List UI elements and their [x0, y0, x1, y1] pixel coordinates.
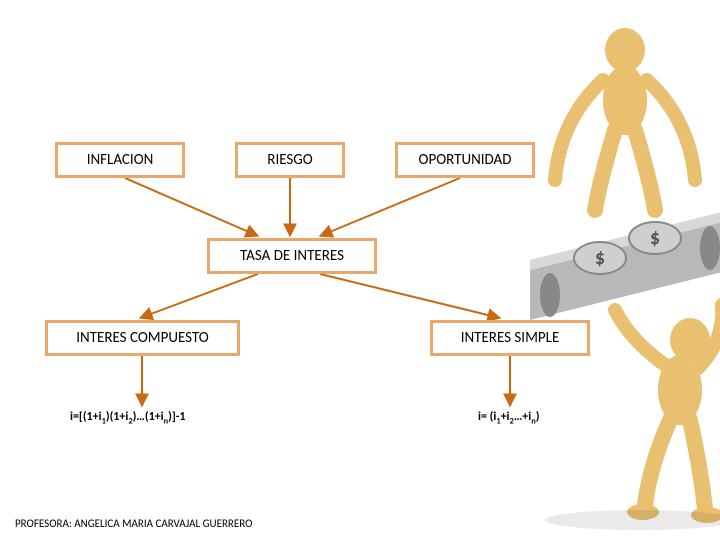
node-inflacion: INFLACION: [55, 142, 185, 178]
node-compuesto: INTERES COMPUESTO: [45, 320, 240, 356]
label: INTERES COMPUESTO: [76, 329, 208, 347]
node-tasa: TASA DE INTERES: [207, 238, 377, 274]
svg-text:$: $: [650, 226, 660, 250]
label: TASA DE INTERES: [240, 247, 344, 265]
label: RIESGO: [267, 151, 312, 169]
label: OPORTUNIDAD: [419, 151, 512, 169]
svg-text:$: $: [595, 246, 605, 270]
formula-compuesto: i=[(1+i1)(1+i2)…(1+in)]-1: [70, 410, 185, 426]
footer-text: PROFESORA: ANGELICA MARIA CARVAJAL GUERR…: [15, 517, 252, 530]
label: INFLACION: [87, 151, 154, 169]
node-riesgo: RIESGO: [235, 142, 345, 178]
